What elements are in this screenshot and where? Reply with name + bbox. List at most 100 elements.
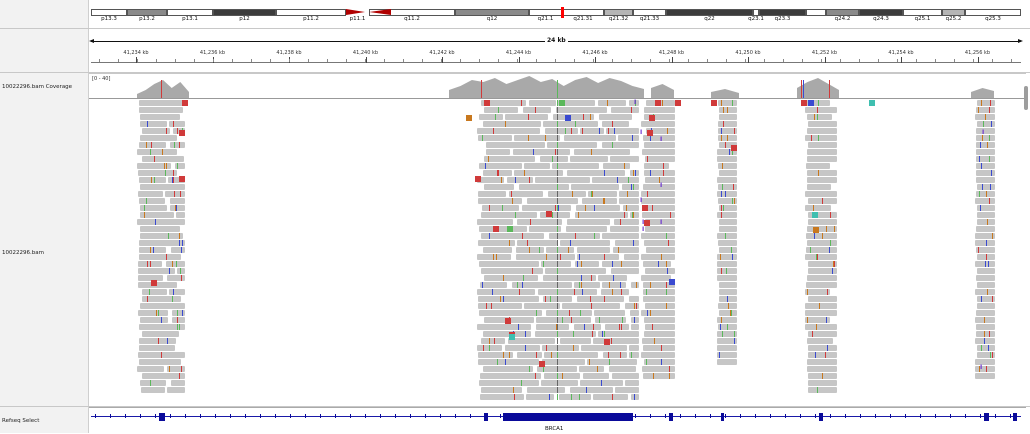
aligned-read[interactable]: [602, 142, 639, 148]
aligned-read[interactable]: [807, 359, 837, 365]
aligned-read[interactable]: [605, 324, 629, 330]
aligned-read[interactable]: [717, 149, 737, 155]
aligned-read[interactable]: [808, 219, 837, 225]
aligned-read[interactable]: [806, 233, 837, 239]
aligned-read[interactable]: [165, 191, 185, 197]
aligned-read[interactable]: [718, 198, 737, 204]
aligned-read[interactable]: [641, 254, 675, 260]
aligned-read[interactable]: [641, 191, 675, 197]
coverage-track[interactable]: [0 - 40]: [89, 73, 1026, 100]
aligned-read[interactable]: [643, 373, 675, 379]
aligned-read[interactable]: [588, 191, 617, 197]
aligned-read[interactable]: [484, 275, 538, 281]
aligned-read[interactable]: [644, 359, 675, 365]
aligned-read[interactable]: [172, 317, 185, 323]
aligned-read[interactable]: [975, 289, 995, 295]
aligned-read[interactable]: [567, 170, 625, 176]
aligned-read[interactable]: [478, 198, 522, 204]
aligned-read[interactable]: [177, 268, 185, 274]
aligned-read[interactable]: [631, 324, 639, 330]
aligned-read[interactable]: [524, 303, 560, 309]
gene-exon[interactable]: [819, 413, 823, 421]
coverage-track-label[interactable]: 10022296.bam Coverage: [2, 84, 73, 90]
aligned-read[interactable]: [480, 282, 507, 288]
aligned-read[interactable]: [142, 156, 184, 162]
aligned-read[interactable]: [719, 289, 737, 295]
aligned-read[interactable]: [977, 121, 995, 127]
aligned-read[interactable]: [644, 142, 675, 148]
aligned-read[interactable]: [536, 317, 591, 323]
aligned-read[interactable]: [806, 282, 837, 288]
aligned-read[interactable]: [606, 128, 639, 134]
aligned-read[interactable]: [139, 324, 185, 330]
aligned-read[interactable]: [176, 212, 185, 218]
aligned-read[interactable]: [618, 135, 639, 141]
aligned-read[interactable]: [977, 268, 995, 274]
aligned-read[interactable]: [483, 121, 541, 127]
aligned-read[interactable]: [540, 212, 570, 218]
aligned-read[interactable]: [538, 289, 597, 295]
aligned-read[interactable]: [478, 359, 539, 365]
aligned-read[interactable]: [717, 191, 737, 197]
aligned-read[interactable]: [805, 135, 837, 141]
aligned-read[interactable]: [138, 170, 177, 176]
aligned-read[interactable]: [553, 114, 594, 120]
aligned-read[interactable]: [570, 387, 613, 393]
aligned-read[interactable]: [975, 338, 995, 344]
aligned-read[interactable]: [614, 219, 639, 225]
aligned-read[interactable]: [808, 261, 837, 267]
aligned-read[interactable]: [477, 289, 535, 295]
aligned-read[interactable]: [139, 247, 166, 253]
aligned-read[interactable]: [718, 240, 737, 246]
aligned-read[interactable]: [486, 142, 545, 148]
aligned-read[interactable]: [139, 240, 185, 246]
aligned-read[interactable]: [535, 331, 596, 337]
aligned-read[interactable]: [564, 135, 616, 141]
aligned-read[interactable]: [719, 296, 737, 302]
aligned-read[interactable]: [717, 233, 737, 239]
aligned-read[interactable]: [977, 282, 995, 288]
aligned-read[interactable]: [717, 338, 737, 344]
aligned-read[interactable]: [976, 177, 995, 183]
ideogram-band[interactable]: [213, 9, 276, 16]
aligned-read[interactable]: [548, 191, 586, 197]
ideogram-band[interactable]: [903, 9, 942, 16]
aligned-read[interactable]: [641, 275, 671, 281]
aligned-read[interactable]: [615, 240, 639, 246]
aligned-read[interactable]: [610, 226, 639, 232]
ideogram-band[interactable]: [759, 9, 806, 16]
aligned-read[interactable]: [641, 352, 675, 358]
aligned-read[interactable]: [579, 366, 604, 372]
aligned-read[interactable]: [514, 170, 563, 176]
aligned-read[interactable]: [587, 359, 637, 365]
aligned-read[interactable]: [576, 205, 620, 211]
gene-exon[interactable]: [159, 413, 165, 421]
ideogram-band[interactable]: [806, 9, 826, 16]
aligned-read[interactable]: [477, 254, 511, 260]
aligned-read[interactable]: [602, 261, 639, 267]
ideogram-band[interactable]: [455, 9, 529, 16]
aligned-read[interactable]: [975, 198, 995, 204]
aligned-read[interactable]: [481, 387, 522, 393]
aligned-read[interactable]: [977, 345, 995, 351]
aligned-read[interactable]: [977, 100, 995, 106]
aligned-read[interactable]: [552, 163, 599, 169]
aligned-read[interactable]: [509, 191, 543, 197]
aligned-read[interactable]: [976, 324, 995, 330]
aligned-read[interactable]: [717, 275, 737, 281]
ideogram-band[interactable]: [346, 9, 369, 16]
aligned-read[interactable]: [142, 373, 185, 379]
aligned-read[interactable]: [807, 338, 833, 344]
aligned-read[interactable]: [645, 177, 675, 183]
ideogram-band[interactable]: [562, 9, 604, 16]
aligned-read[interactable]: [807, 177, 837, 183]
aligned-read[interactable]: [717, 317, 737, 323]
aligned-read[interactable]: [556, 107, 607, 113]
aligned-read[interactable]: [478, 191, 506, 197]
aligned-read[interactable]: [643, 296, 675, 302]
aligned-read[interactable]: [139, 107, 183, 113]
aligned-read[interactable]: [480, 373, 541, 379]
aligned-read[interactable]: [598, 275, 627, 281]
aligned-read[interactable]: [598, 331, 639, 337]
